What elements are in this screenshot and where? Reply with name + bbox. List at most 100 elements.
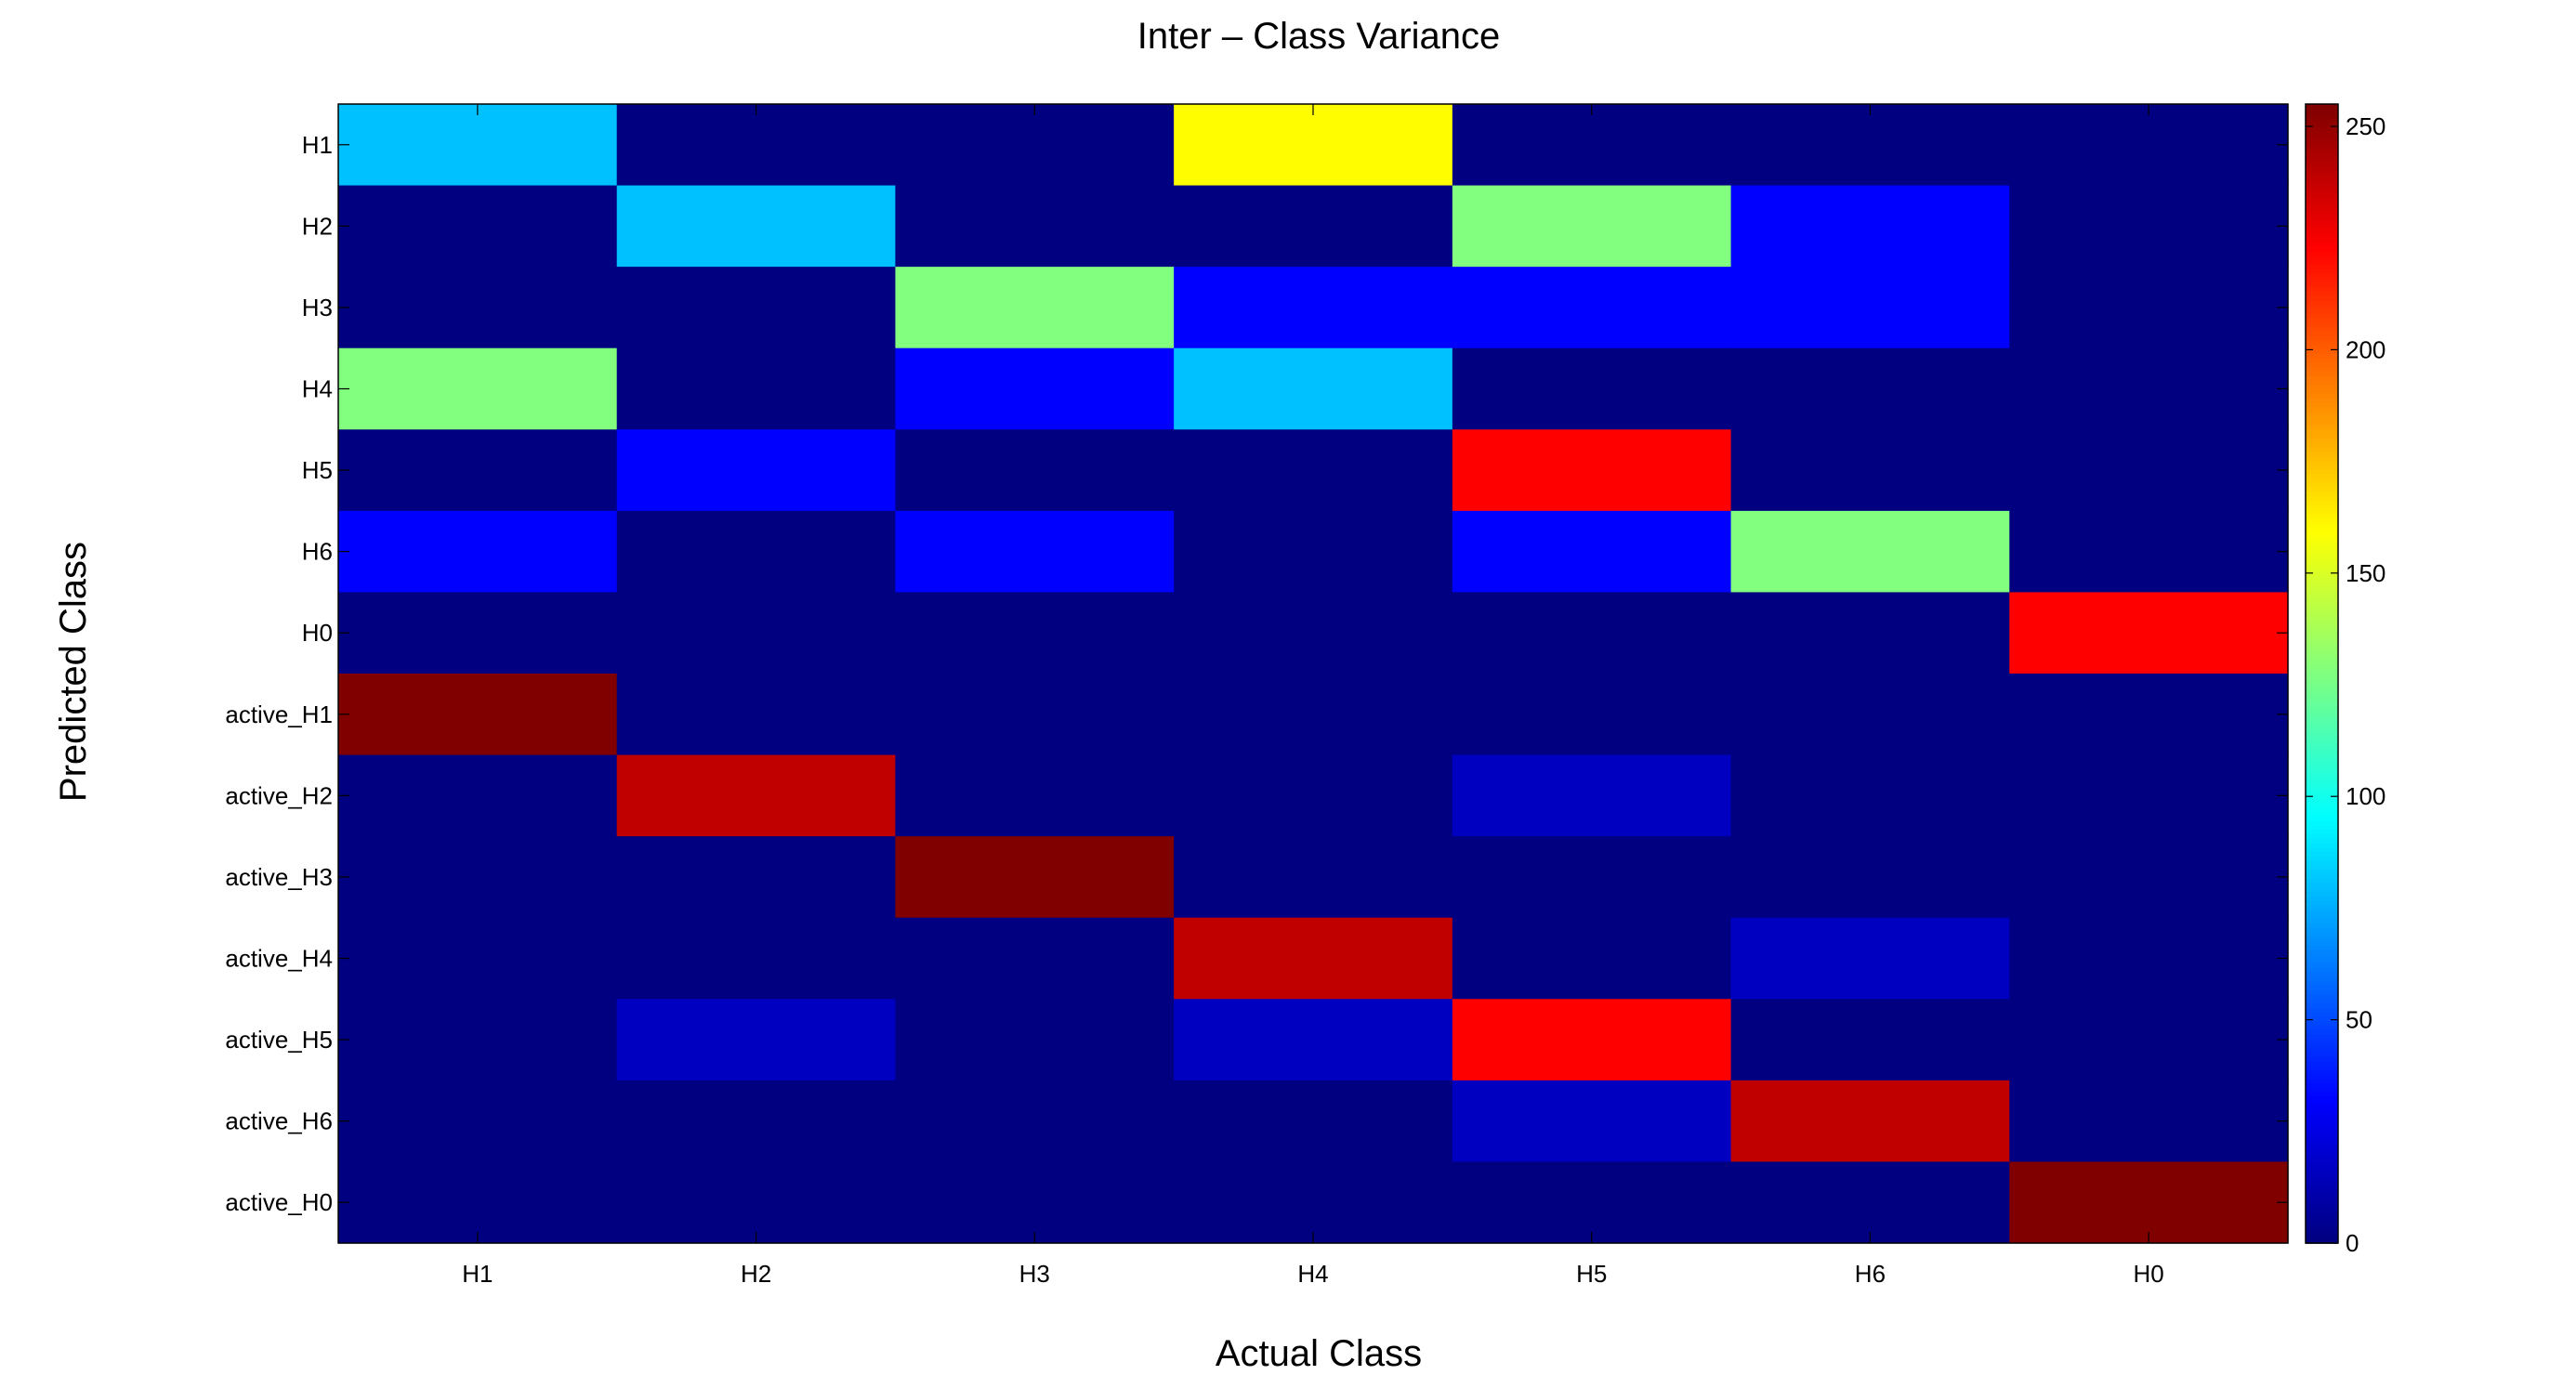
heatmap-cell xyxy=(2009,510,2289,594)
heatmap-cell xyxy=(1452,1161,1732,1244)
x-tick-label: H2 xyxy=(741,1260,771,1288)
colorbar-swatch xyxy=(2306,535,2338,542)
colorbar-swatch xyxy=(2306,740,2338,746)
heatmap-cell xyxy=(1174,1080,1453,1163)
colorbar-swatch xyxy=(2306,1180,2338,1186)
heatmap-cell xyxy=(895,1080,1175,1163)
colorbar-swatch xyxy=(2306,215,2338,221)
colorbar-swatch xyxy=(2306,517,2338,523)
colorbar-swatch xyxy=(2306,570,2338,577)
colorbar-swatch xyxy=(2306,1224,2338,1231)
colorbar-swatch xyxy=(2306,398,2338,403)
heatmap-cell xyxy=(2009,674,2289,756)
heatmap-cell xyxy=(338,104,618,187)
heatmap-cell xyxy=(895,429,1175,512)
heatmap-cell xyxy=(1452,999,1732,1081)
heatmap-cell xyxy=(2009,429,2289,512)
x-tick-label: H0 xyxy=(2134,1260,2164,1288)
colorbar-swatch xyxy=(2306,820,2338,826)
colorbar-swatch xyxy=(2306,255,2338,261)
y-tick-label: H1 xyxy=(302,131,333,159)
colorbar-swatch xyxy=(2306,268,2338,274)
colorbar-swatch xyxy=(2306,624,2338,630)
colorbar-swatch xyxy=(2306,117,2338,123)
colorbar-swatch xyxy=(2306,709,2338,714)
colorbar-swatch xyxy=(2306,584,2338,590)
colorbar: 0 50 100 150 200 250 xyxy=(2305,103,2385,1257)
colorbar-swatch xyxy=(2306,664,2338,671)
colorbar-swatch xyxy=(2306,1002,2338,1008)
colorbar-swatch xyxy=(2306,816,2338,821)
colorbar-swatch xyxy=(2306,1029,2338,1035)
colorbar-swatch xyxy=(2306,757,2338,764)
colorbar-swatch xyxy=(2306,846,2338,853)
heatmap-cell xyxy=(616,185,897,268)
heatmap-cell xyxy=(616,267,897,349)
heatmap-cell xyxy=(616,347,897,430)
heatmap-cell xyxy=(2009,999,2289,1081)
colorbar-frame xyxy=(2305,103,2339,1244)
colorbar-swatch xyxy=(2306,530,2338,537)
heatmap-cell xyxy=(2009,185,2289,268)
x-tick-label: H1 xyxy=(462,1260,493,1288)
heatmap-cell xyxy=(338,429,618,512)
colorbar-swatch xyxy=(2306,1202,2338,1209)
colorbar-swatch xyxy=(2306,1132,2338,1137)
colorbar-swatch xyxy=(2306,824,2338,831)
colorbar-swatch xyxy=(2306,962,2338,968)
heatmap-cell xyxy=(1174,347,1453,430)
colorbar-swatch xyxy=(2306,762,2338,768)
colorbar-swatch xyxy=(2306,344,2338,350)
colorbar-swatch xyxy=(2306,112,2338,119)
colorbar-swatch xyxy=(2306,1234,2338,1240)
colorbar-swatch xyxy=(2306,104,2338,110)
heatmap-cell xyxy=(1730,1080,2010,1163)
heatmap-cell xyxy=(616,429,897,512)
colorbar-swatch xyxy=(2306,985,2338,990)
colorbar-swatch xyxy=(2306,522,2338,528)
colorbar-swatch xyxy=(2306,1185,2338,1191)
y-axis-label: Predicted Class xyxy=(53,542,94,802)
colorbar-swatch xyxy=(2306,237,2338,243)
heatmap-cell xyxy=(2009,1080,2289,1163)
heatmap-cell xyxy=(1174,429,1453,512)
colorbar-swatch xyxy=(2306,779,2338,786)
colorbar-swatch xyxy=(2306,1216,2338,1222)
colorbar-swatch xyxy=(2306,980,2338,987)
colorbar-swatch xyxy=(2306,504,2338,510)
colorbar-swatch xyxy=(2306,704,2338,711)
colorbar-swatch xyxy=(2306,1229,2338,1236)
colorbar-swatch xyxy=(2306,277,2338,283)
heatmap-cell xyxy=(338,510,618,594)
colorbar-swatch xyxy=(2306,700,2338,706)
colorbar-swatch xyxy=(2306,375,2338,381)
y-tick-labels: H1 H2 H3 H4 H5 H6 H0 active_H1 active_H2 active_H… xyxy=(225,131,2288,1216)
colorbar-swatch xyxy=(2306,384,2338,390)
colorbar-swatch xyxy=(2306,610,2338,617)
colorbar-swatch xyxy=(2306,771,2338,777)
heatmap-cell xyxy=(1174,185,1453,268)
colorbar-swatch xyxy=(2306,393,2338,399)
colorbar-swatch xyxy=(2306,744,2338,751)
colorbar-swatch xyxy=(2306,313,2338,319)
colorbar-swatch xyxy=(2306,308,2338,314)
heatmap-cell xyxy=(895,347,1175,430)
heatmap-cell xyxy=(1174,754,1453,837)
colorbar-swatch xyxy=(2306,971,2338,977)
colorbar-swatch xyxy=(2306,232,2338,239)
colorbar-swatch xyxy=(2306,411,2338,417)
colorbar-swatch xyxy=(2306,891,2338,897)
colorbar-swatch xyxy=(2306,206,2338,212)
colorbar-swatch xyxy=(2306,802,2338,808)
colorbar-swatch xyxy=(2306,553,2338,559)
y-tick-label: H0 xyxy=(302,619,333,647)
colorbar-swatch xyxy=(2306,1162,2338,1169)
colorbar-swatch xyxy=(2306,379,2338,386)
colorbar-swatch xyxy=(2306,789,2338,795)
colorbar-swatch xyxy=(2306,388,2338,395)
y-tick-label: active_H1 xyxy=(225,701,333,728)
colorbar-swatch xyxy=(2306,829,2338,835)
heatmap-cell xyxy=(895,1161,1175,1244)
colorbar-swatch xyxy=(2306,717,2338,724)
plot-frame xyxy=(337,103,2289,1244)
